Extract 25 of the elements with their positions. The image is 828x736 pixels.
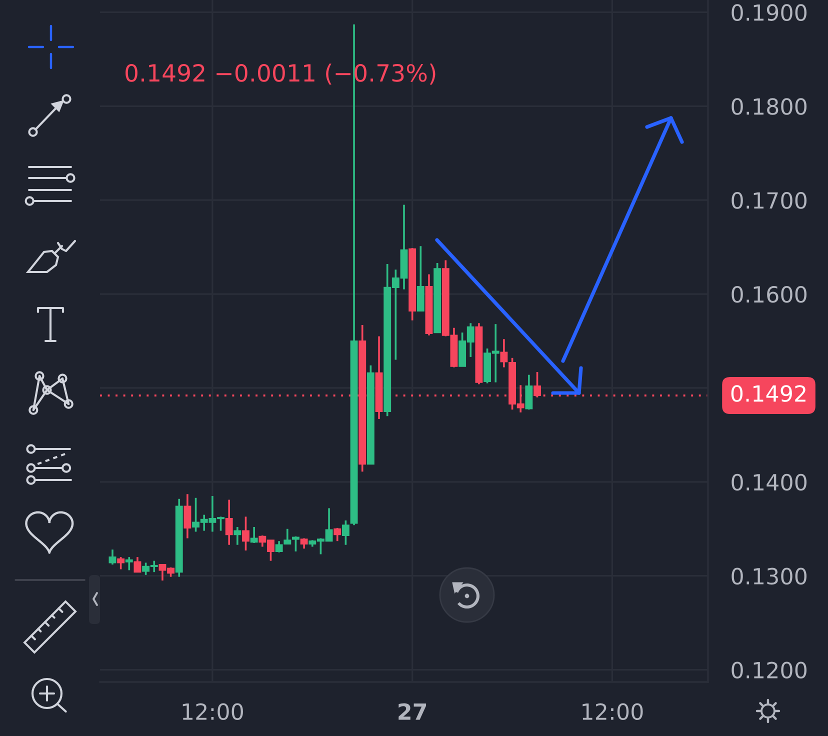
candlestick xyxy=(225,498,233,546)
candlestick xyxy=(334,527,342,542)
candlestick xyxy=(525,374,533,410)
candlestick xyxy=(234,526,242,546)
candlestick xyxy=(134,556,142,573)
x-tick-label: 12:00 xyxy=(182,703,243,720)
candlestick xyxy=(242,516,250,552)
ref-line-label: 0.1492 xyxy=(731,385,806,402)
x-tick-label: 12:00 xyxy=(582,703,643,720)
y-tick-label: 0.1300 xyxy=(732,568,807,585)
x-tick-label: 27 xyxy=(398,703,426,720)
y-tick-label: 0.1900 xyxy=(732,4,807,21)
candlestick xyxy=(184,493,192,540)
candlestick xyxy=(125,556,133,572)
y-tick-label: 0.1400 xyxy=(732,474,807,491)
candlestick xyxy=(275,540,283,554)
y-tick-label: 0.1800 xyxy=(732,98,807,115)
candlestick xyxy=(117,556,125,570)
candlestick xyxy=(342,520,350,546)
candlestick xyxy=(108,548,116,566)
y-tick-label: 0.1700 xyxy=(732,192,807,209)
candlestick xyxy=(500,338,508,368)
y-tick-label: 0.1200 xyxy=(732,662,807,679)
candlestick xyxy=(250,526,258,544)
y-tick-label: 0.1600 xyxy=(732,286,807,303)
